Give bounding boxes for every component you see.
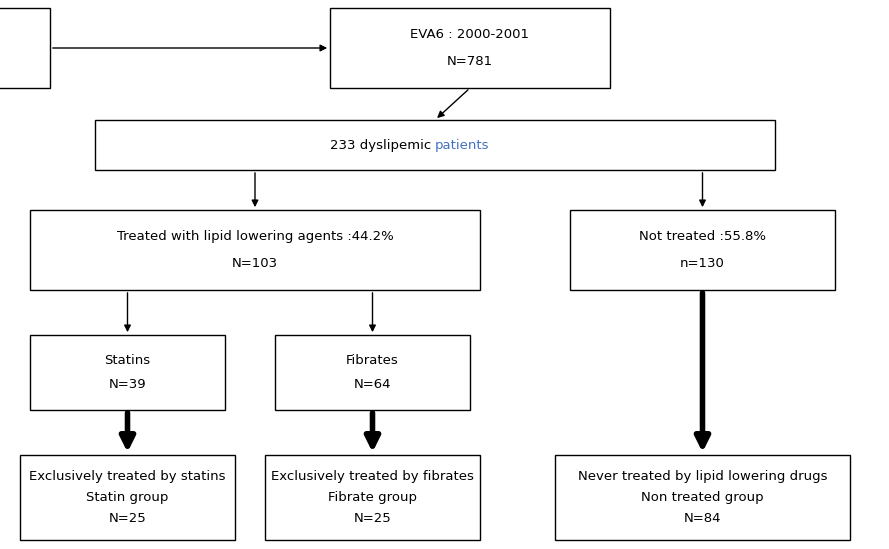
Bar [555, 455, 850, 540]
Text: N=64: N=64 [354, 378, 391, 391]
Text: patients: patients [435, 138, 490, 152]
Text: N=84: N=84 [684, 512, 721, 525]
Text: N=25: N=25 [354, 512, 391, 525]
Text: Fibrate group: Fibrate group [328, 491, 417, 504]
Text: Fibrates: Fibrates [346, 354, 399, 367]
Text: Not treated :55.8%: Not treated :55.8% [639, 230, 766, 243]
Text: Statin group: Statin group [86, 491, 169, 504]
Text: Non treated group: Non treated group [641, 491, 764, 504]
Text: N=103: N=103 [232, 257, 278, 270]
Text: N=25: N=25 [108, 512, 147, 525]
Text: Treated with lipid lowering agents :44.2%: Treated with lipid lowering agents :44.2… [116, 230, 393, 243]
Text: EVA6 : 2000-2001: EVA6 : 2000-2001 [411, 28, 530, 41]
Text: 233 dyslipemic: 233 dyslipemic [330, 138, 435, 152]
Text: Exclusively treated by statins: Exclusively treated by statins [29, 470, 226, 483]
Bar [330, 8, 610, 88]
Bar [95, 120, 775, 170]
Bar [570, 210, 835, 290]
Text: n=130: n=130 [680, 257, 725, 270]
Bar [0, 8, 50, 88]
Text: N=39: N=39 [108, 378, 147, 391]
Bar [20, 455, 235, 540]
Text: N=781: N=781 [447, 55, 493, 68]
Text: Exclusively treated by fibrates: Exclusively treated by fibrates [271, 470, 474, 483]
Bar [30, 335, 225, 410]
Text: Never treated by lipid lowering drugs: Never treated by lipid lowering drugs [578, 470, 828, 483]
Bar [30, 210, 480, 290]
Text: Statins: Statins [104, 354, 150, 367]
Bar [275, 335, 470, 410]
Bar [265, 455, 480, 540]
